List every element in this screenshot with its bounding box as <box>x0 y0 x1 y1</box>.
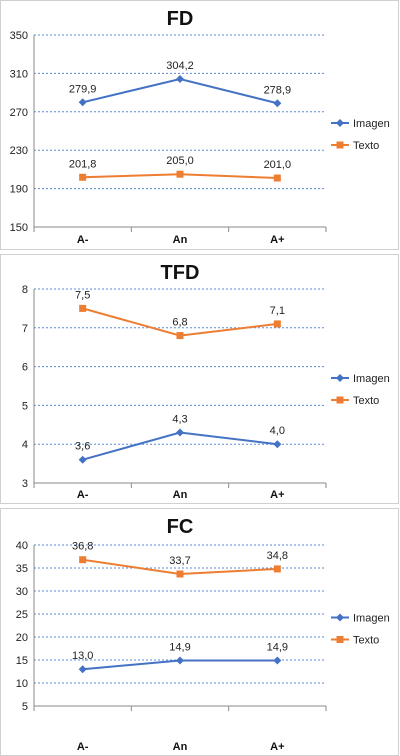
x-tick-label: A- <box>77 489 89 501</box>
data-label-texto: 33,7 <box>169 555 190 567</box>
data-point-imagen <box>273 99 282 108</box>
data-label-texto: 7,1 <box>270 305 285 317</box>
x-tick-label: A+ <box>270 741 284 753</box>
data-label-imagen: 3,6 <box>75 441 90 453</box>
chart-title: FD <box>167 8 194 30</box>
data-label-texto: 201,0 <box>264 159 292 171</box>
legend-marker-imagen <box>336 374 344 382</box>
data-label-imagen: 4,3 <box>172 414 187 426</box>
data-point-imagen <box>78 455 87 464</box>
chart-panel-fd: FD 150 190 230 270 310 350 A- An A+ 279,9 304,2 278,… <box>0 0 399 250</box>
data-point-texto <box>176 170 184 178</box>
x-tick-label: An <box>173 234 188 246</box>
data-point-texto <box>273 320 281 328</box>
y-tick-label: 40 <box>16 540 28 552</box>
x-tick-label: An <box>173 741 188 753</box>
data-label-imagen: 14,9 <box>267 641 288 653</box>
data-label-imagen: 279,9 <box>69 83 97 95</box>
y-tick-label: 270 <box>10 107 28 119</box>
data-point-texto <box>79 304 87 312</box>
data-label-imagen: 278,9 <box>264 84 292 96</box>
data-point-texto <box>176 570 184 578</box>
y-tick-label: 4 <box>22 439 28 451</box>
y-tick-label: 8 <box>22 284 28 296</box>
data-label-texto: 6,8 <box>172 317 187 329</box>
chart-panel-tfd: TFD 3 4 5 6 7 8 A- An A+ 3,6 4,3 4,0 7,5 6,8 7,1 Imagen T… <box>0 254 399 504</box>
legend-label-imagen: Imagen <box>353 373 390 385</box>
x-tick-label: A- <box>77 741 89 753</box>
chart-panel-fc: FC 5 10 15 20 25 30 35 40 A- An A+ 13,0 14,9 14,9 36,8 3… <box>0 508 399 756</box>
data-point-texto <box>176 332 184 340</box>
data-point-imagen <box>176 656 184 665</box>
legend-marker-imagen <box>336 613 344 622</box>
data-point-imagen <box>78 98 87 107</box>
y-tick-label: 35 <box>16 563 28 575</box>
data-label-imagen: 304,2 <box>166 60 194 72</box>
y-tick-label: 190 <box>10 184 28 196</box>
chart-title: FC <box>167 516 194 538</box>
y-tick-label: 3 <box>22 478 28 490</box>
data-point-texto <box>273 174 281 182</box>
chart-svg: TFD 3 4 5 6 7 8 A- An A+ 3,6 4,3 4,0 7,5 6,8 7,1 Imagen T… <box>22 262 390 501</box>
data-label-texto: 7,5 <box>75 289 90 301</box>
data-label-texto: 201,8 <box>69 158 97 170</box>
data-label-texto: 34,8 <box>267 550 288 562</box>
legend-label-texto: Texto <box>353 635 379 647</box>
x-tick-label: A+ <box>270 234 284 246</box>
legend-label-imagen: Imagen <box>353 118 390 130</box>
data-point-imagen <box>176 74 184 83</box>
y-tick-label: 20 <box>16 632 28 644</box>
y-tick-label: 7 <box>22 323 28 335</box>
data-point-texto <box>273 565 281 573</box>
data-point-texto <box>79 556 87 564</box>
chart-svg: FC 5 10 15 20 25 30 35 40 A- An A+ 13,0 14,9 14,9 36,8 3… <box>16 516 390 753</box>
data-point-imagen <box>176 428 184 437</box>
data-label-imagen: 14,9 <box>169 641 190 653</box>
y-tick-label: 10 <box>16 678 28 690</box>
y-tick-label: 230 <box>10 145 28 157</box>
y-tick-label: 310 <box>10 68 28 80</box>
y-tick-label: 6 <box>22 362 28 374</box>
y-tick-label: 5 <box>22 400 28 412</box>
data-label-imagen: 13,0 <box>72 650 93 662</box>
legend-marker-texto <box>336 636 344 643</box>
x-tick-label: A- <box>77 234 89 246</box>
legend-marker-texto <box>336 141 344 149</box>
series-line-imagen <box>82 431 278 461</box>
chart-svg: FD 150 190 230 270 310 350 A- An A+ 279,9 304,2 278,… <box>10 8 390 246</box>
y-tick-label: 15 <box>16 655 28 667</box>
data-point-texto <box>79 173 87 181</box>
x-tick-label: An <box>173 489 188 501</box>
data-point-imagen <box>273 656 282 665</box>
data-point-imagen <box>78 665 87 674</box>
y-tick-label: 150 <box>10 222 28 234</box>
data-point-imagen <box>273 440 282 449</box>
chart-title: TFD <box>161 262 200 284</box>
legend-marker-imagen <box>336 119 344 127</box>
legend-label-imagen: Imagen <box>353 613 390 625</box>
y-tick-label: 5 <box>22 701 28 713</box>
legend-label-texto: Texto <box>353 395 379 407</box>
data-label-texto: 205,0 <box>166 155 194 167</box>
data-label-imagen: 4,0 <box>270 425 285 437</box>
y-tick-label: 350 <box>10 30 28 42</box>
data-label-texto: 36,8 <box>72 541 93 553</box>
y-tick-label: 30 <box>16 586 28 598</box>
legend-label-texto: Texto <box>353 140 379 152</box>
legend-marker-texto <box>336 396 344 404</box>
x-tick-label: A+ <box>270 489 284 501</box>
y-tick-label: 25 <box>16 609 28 621</box>
